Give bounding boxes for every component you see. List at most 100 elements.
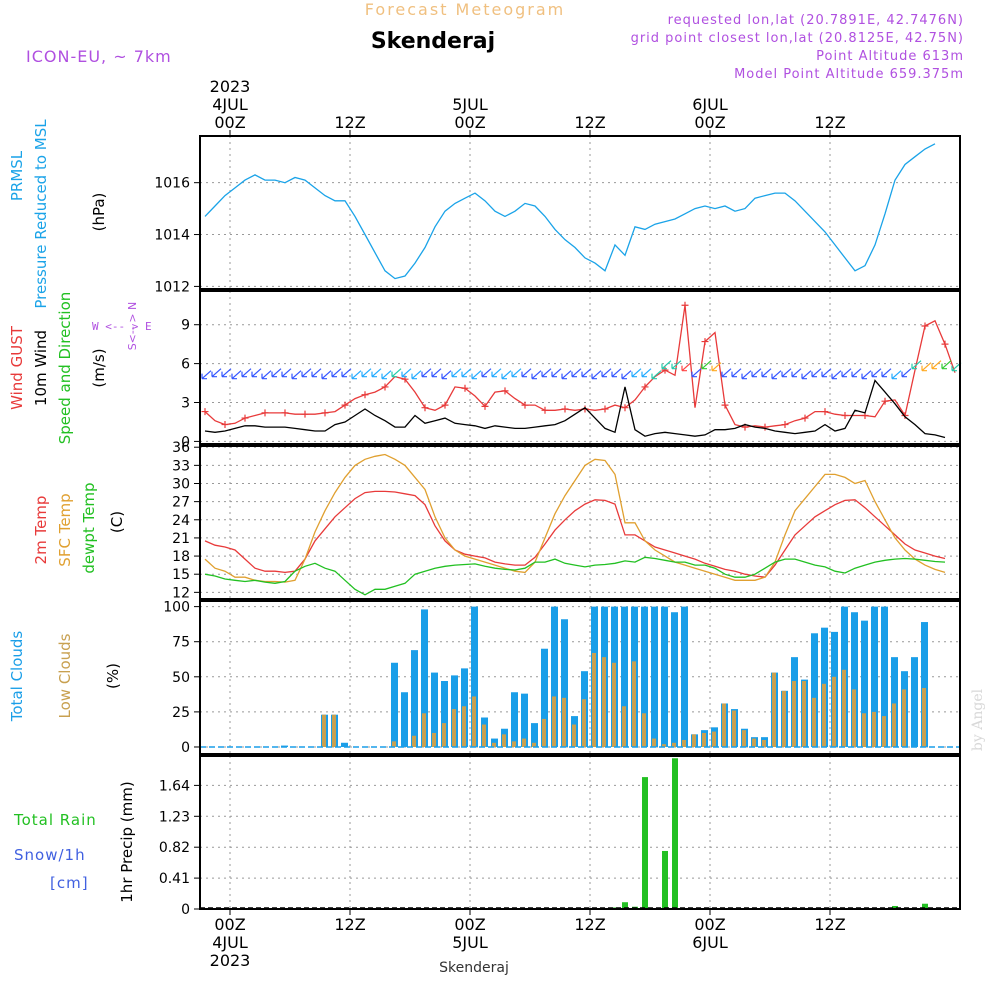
wind-direction-arrow xyxy=(651,370,662,380)
low-cloud-bar xyxy=(622,706,626,747)
y-tick-label: 1.64 xyxy=(159,778,190,794)
wind-direction-arrow xyxy=(751,368,762,378)
low-cloud-bar xyxy=(872,711,876,747)
wind-direction-arrow xyxy=(921,362,932,372)
wind-direction-arrow xyxy=(781,368,792,378)
gust-marker xyxy=(321,409,329,417)
total-cloud-bar xyxy=(911,657,918,747)
total-cloud-bar xyxy=(551,606,558,747)
low-cloud-bar xyxy=(682,739,686,747)
top-date-label: 4JUL xyxy=(212,95,248,114)
y-tick-label: 12 xyxy=(172,585,190,601)
low-cloud-bar xyxy=(662,744,666,747)
wind-direction-arrow xyxy=(411,370,422,380)
low-cloud-bar xyxy=(552,696,556,747)
total-cloud-bar xyxy=(641,606,648,747)
top-time-label: 12Z xyxy=(814,113,845,132)
low-cloud-bar xyxy=(642,713,646,747)
rain-bar xyxy=(642,777,648,909)
wind-direction-arrow xyxy=(851,368,862,378)
bottom-date-label: 6JUL xyxy=(692,933,728,952)
total-cloud-bar xyxy=(851,612,858,747)
bottom-time-label: 12Z xyxy=(574,915,605,934)
wind-direction-arrow xyxy=(521,368,532,378)
top-time-label: 00Z xyxy=(214,113,245,132)
low-cloud-bar xyxy=(592,652,596,747)
low-cloud-bar xyxy=(512,741,516,747)
wind-direction-arrow xyxy=(351,370,362,380)
low-cloud-bar xyxy=(542,718,546,747)
gust-marker xyxy=(241,414,249,422)
gust-marker xyxy=(701,338,709,346)
gust-marker xyxy=(601,405,609,413)
y-tick-label: 9 xyxy=(181,318,190,334)
wind-direction-arrow xyxy=(721,368,732,378)
wind-direction-arrow xyxy=(761,368,772,378)
bottom-date-label: 5JUL xyxy=(452,933,488,952)
low-cloud-bar xyxy=(702,732,706,747)
gust-marker xyxy=(481,402,489,410)
y-tick-label: 0.82 xyxy=(159,840,190,856)
gust-marker xyxy=(821,408,829,416)
gust-marker xyxy=(201,408,209,416)
wind-direction-arrow xyxy=(551,368,562,378)
low-cloud-bar xyxy=(812,697,816,747)
wind-direction-arrow xyxy=(211,368,222,378)
gust-marker xyxy=(681,301,689,309)
total-cloud-bar xyxy=(411,650,418,747)
top-year-label: 2023 xyxy=(210,77,251,96)
wind-direction-arrow xyxy=(681,362,692,372)
wind-direction-arrow xyxy=(711,362,722,372)
wind-direction-arrow xyxy=(811,368,822,378)
total-cloud-bar xyxy=(521,693,528,747)
clouds-unit: (%) xyxy=(104,663,122,689)
wind-unit: (m/s) xyxy=(90,348,108,387)
wind-direction-arrow xyxy=(831,370,842,380)
gust-marker xyxy=(621,404,629,412)
low-cloud-bar xyxy=(322,714,326,747)
wind-direction-arrow xyxy=(471,370,482,380)
wind-direction-arrow xyxy=(701,360,712,370)
low-cloud-bar xyxy=(772,672,776,747)
gust-marker xyxy=(301,410,309,418)
total-cloud-bar xyxy=(871,606,878,747)
gust-marker xyxy=(561,405,569,413)
total-cloud-bar xyxy=(661,606,668,747)
gridpoint-coords: grid point closest lon,lat (20.8125E, 42… xyxy=(631,31,964,46)
bottom-date-label: 4JUL xyxy=(212,933,248,952)
wind-direction-arrow xyxy=(731,368,742,378)
low-cloud-bar xyxy=(442,723,446,747)
wind-direction-arrow xyxy=(311,368,322,378)
total-cloud-bar xyxy=(891,657,898,747)
gust-marker xyxy=(341,401,349,409)
panel-frame xyxy=(199,445,961,600)
wind-direction-arrow xyxy=(391,368,402,378)
requested-coords: requested lon,lat (20.7891E, 42.7476N) xyxy=(668,13,964,28)
wind-direction-arrow xyxy=(771,370,782,380)
temp-label: 2m Temp xyxy=(32,496,50,565)
y-tick-label: 100 xyxy=(163,600,190,616)
bottom-time-label: 00Z xyxy=(454,915,485,934)
low-cloud-bar xyxy=(862,713,866,747)
low-cloud-bar xyxy=(902,689,906,747)
low-clouds-label: Low Clouds xyxy=(56,633,74,718)
gust-marker xyxy=(281,409,289,417)
wind-direction-arrow xyxy=(891,370,902,380)
low-cloud-bar xyxy=(832,676,836,747)
y-tick-label: 36 xyxy=(172,440,190,456)
prmsl-label: PRMSL xyxy=(8,150,26,201)
wind-direction-arrow xyxy=(381,370,392,380)
top-date-label: 6JUL xyxy=(692,95,728,114)
rain-bar xyxy=(922,903,928,909)
gust-marker xyxy=(661,366,669,374)
wind-direction-arrow xyxy=(291,370,302,380)
wind-direction-arrow xyxy=(791,368,802,378)
wind-direction-arrow xyxy=(501,370,512,380)
gust-marker xyxy=(461,384,469,392)
wind-direction-arrow xyxy=(371,368,382,378)
wind-direction-arrow xyxy=(801,370,812,380)
wind-direction-arrow xyxy=(481,368,492,378)
wind-direction-arrow xyxy=(901,368,912,378)
wind-direction-arrow xyxy=(331,368,342,378)
